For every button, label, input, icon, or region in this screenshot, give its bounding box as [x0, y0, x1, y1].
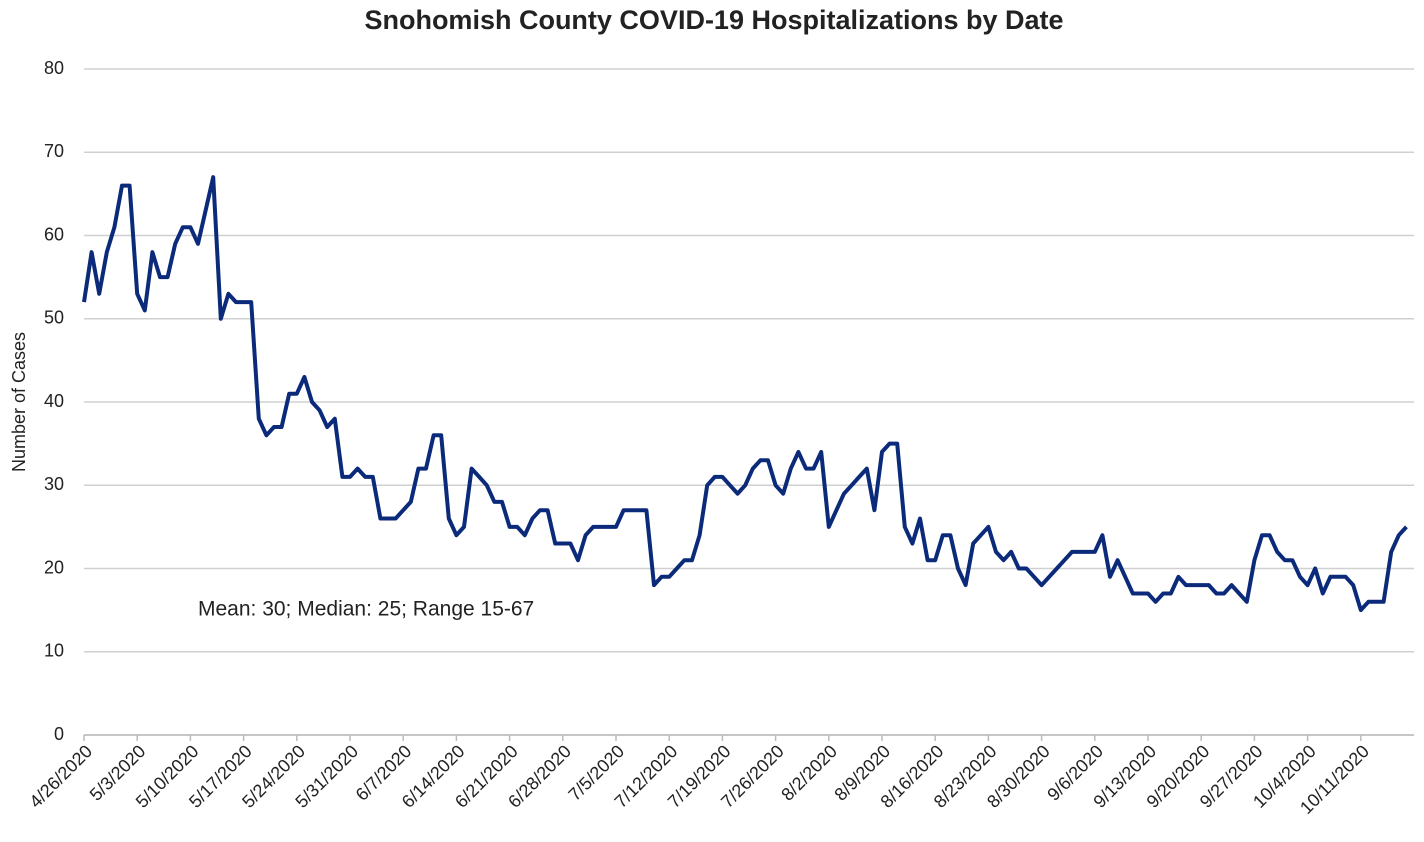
y-tick-label: 20: [44, 557, 64, 577]
y-axis-label: Number of Cases: [9, 332, 29, 472]
y-tick-label: 80: [44, 58, 64, 78]
data-line: [82, 175, 1408, 613]
y-tick-label: 70: [44, 141, 64, 161]
y-tick-label: 30: [44, 474, 64, 494]
y-tick-label: 50: [44, 308, 64, 328]
y-tick-label: 60: [44, 224, 64, 244]
annotation: Mean: 30; Median: 25; Range 15-67: [198, 598, 534, 621]
x-tick-label: 4/26/2020: [25, 741, 96, 812]
y-tick-label: 0: [54, 724, 64, 744]
y-tick-label: 40: [44, 391, 64, 411]
chart-title: Snohomish County COVID-19 Hospitalizatio…: [364, 5, 1063, 35]
x-tick-label: 8/2/2020: [777, 741, 841, 805]
y-tick-label: 10: [44, 641, 64, 661]
